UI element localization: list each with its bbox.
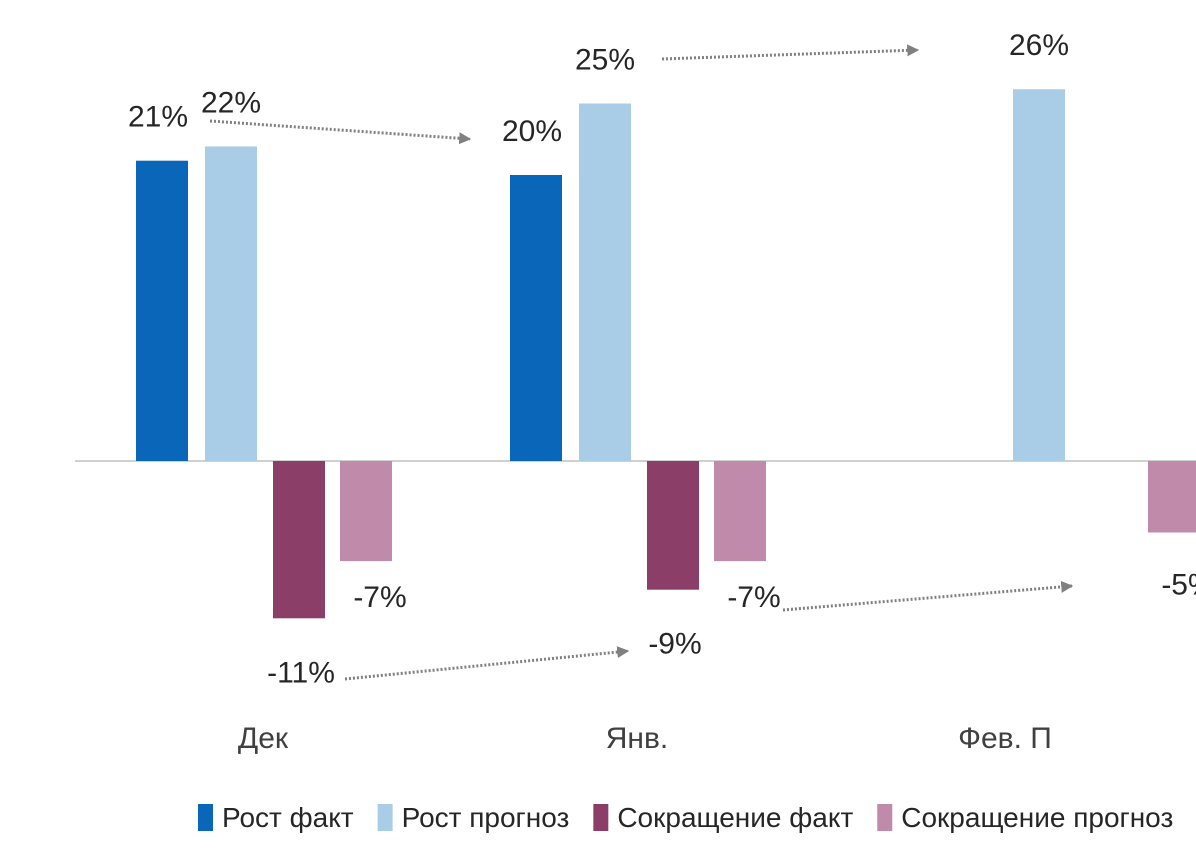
data-label-4-1: -7% (353, 581, 406, 614)
legend-label-4: Сокращение прогноз (901, 802, 1173, 833)
legend-swatch-4 (877, 804, 893, 831)
bar-2-3 (1013, 89, 1065, 461)
data-label-4-2: -7% (727, 581, 780, 614)
data-label-1-2: 20% (502, 115, 562, 148)
legend-label-2: Рост прогноз (402, 802, 570, 833)
trend-arrow-cut-1 (344, 646, 630, 681)
data-label-2-2: 25% (575, 44, 635, 77)
data-label-2-3: 26% (1009, 29, 1069, 62)
legend-label-1: Рост факт (222, 802, 354, 833)
legend-swatch-3 (593, 804, 609, 831)
trend-arrow-growth-2 (661, 44, 920, 61)
bar-1-1 (136, 160, 188, 461)
data-label-4-3: -5% (1161, 569, 1196, 602)
bar-1-2 (510, 175, 562, 461)
bar-2-1 (205, 146, 257, 461)
x-tick-label-2: Янв. (606, 722, 669, 755)
legend-label-3: Сокращение факт (617, 802, 853, 833)
trend-arrow-cut-2 (782, 580, 1074, 612)
x-tick-label-1: Дек (238, 722, 289, 755)
data-label-1-1: 21% (128, 101, 188, 134)
bar-4-3 (1148, 461, 1196, 533)
legend-swatch-2 (377, 804, 393, 831)
x-tick-label-3: Фев. П (958, 722, 1052, 755)
data-label-3-1: -11% (267, 656, 335, 689)
bar-2-2 (579, 103, 631, 461)
bar-4-1 (340, 461, 392, 562)
trend-arrow-growth-1 (209, 119, 472, 145)
bar-3-1 (273, 461, 325, 619)
bar-3-2 (647, 461, 699, 590)
data-label-3-2: -9% (648, 628, 701, 661)
legend-swatch-1 (198, 804, 213, 831)
data-label-2-1: 22% (201, 86, 261, 119)
bar-4-2 (714, 461, 766, 562)
